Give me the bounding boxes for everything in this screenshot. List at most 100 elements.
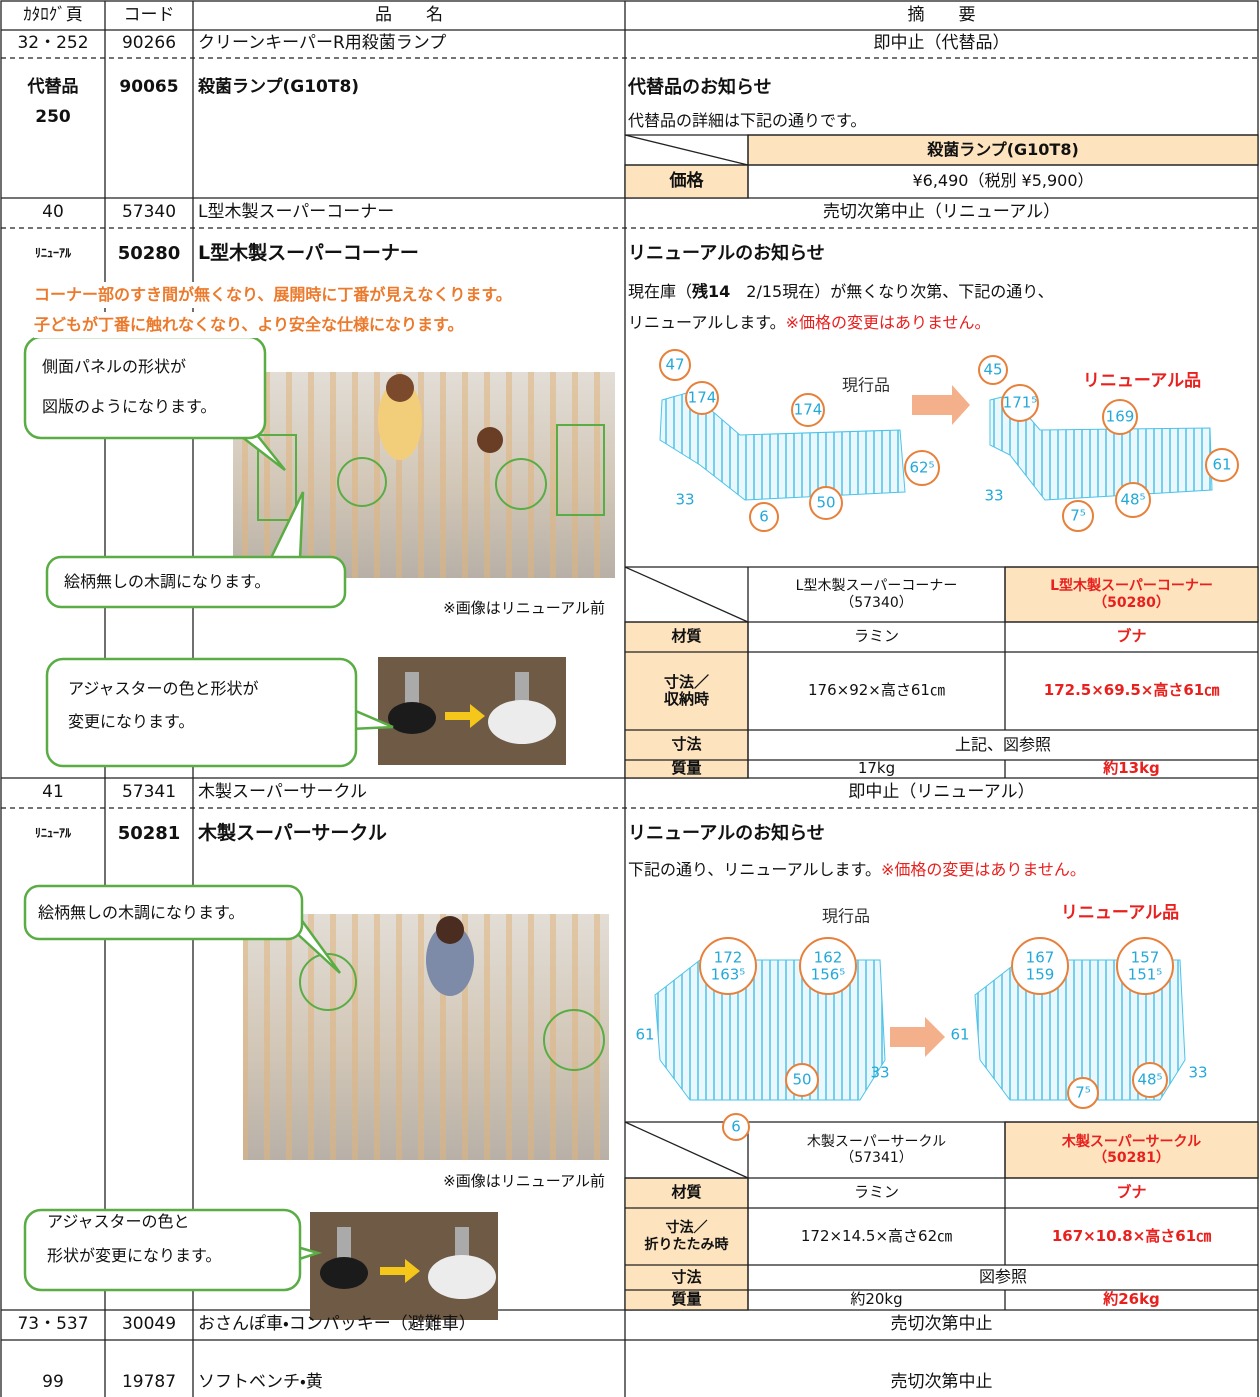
dimension: 33 xyxy=(984,487,1003,505)
name-cell: 木製スーパーサークル xyxy=(198,782,367,803)
page-cell: 40 xyxy=(42,202,64,223)
photo-adjuster-2 xyxy=(310,1212,498,1320)
code-cell: 90266 xyxy=(121,33,177,54)
spec-cell: 172.5×69.5×高さ61㎝ xyxy=(1043,681,1220,700)
callout-text: 絵柄無しの木調になります。 xyxy=(64,571,271,591)
spec-cell: ブナ xyxy=(1116,627,1147,646)
dimension: 174 xyxy=(688,389,717,407)
diagram-label: リニューアル品 xyxy=(1061,903,1179,923)
notice-text: ※価格の変更はありません。 xyxy=(785,312,991,332)
dimension: 47 xyxy=(665,356,684,374)
name-cell: L型木製スーパーコーナー xyxy=(198,242,419,265)
dimension: 174 xyxy=(794,401,823,419)
notice-text: 2/15現在）が無くなり次第、下記の通り、 xyxy=(730,281,1054,301)
dimension: 50 xyxy=(816,494,835,512)
spec-header-text: 木製スーパーサークル xyxy=(1061,1133,1202,1150)
diagram-label: リニューアル品 xyxy=(1083,371,1201,391)
dimension: 151⁵ xyxy=(1128,966,1163,984)
notice-title: リニューアルのお知らせ xyxy=(628,822,825,844)
spec-header-text: L型木製スーパーコーナー xyxy=(1050,578,1213,595)
dimension: 50 xyxy=(792,1071,811,1089)
spec-header: 木製スーパーサークル （50281） xyxy=(1005,1122,1258,1178)
spec-cell: 約26kg xyxy=(1103,1290,1160,1309)
highlight: コーナー部のすき間が無くなり、展開時に丁番が見えなくります。 xyxy=(34,282,512,308)
spec-label-text: 寸法／ xyxy=(663,672,709,691)
diagram-1 xyxy=(659,349,1239,532)
spec-cell: 172×14.5×高さ62㎝ xyxy=(800,1226,953,1245)
summary-cell: 売切次第中止 xyxy=(890,1372,993,1393)
dimension: 48⁵ xyxy=(1137,1071,1162,1089)
notice-title: リニューアルのお知らせ xyxy=(628,242,825,264)
name-cell: ソフトベンチ・黄 xyxy=(198,1372,323,1393)
code-cell: 19787 xyxy=(121,1372,177,1393)
spec-cell: ブナ xyxy=(1116,1183,1147,1202)
spec-label: 質量 xyxy=(671,1290,702,1309)
spec-header: L型木製スーパーコーナー （57340） xyxy=(748,567,1005,622)
summary-cell: 即中止（代替品） xyxy=(873,33,1010,54)
replacement-table xyxy=(624,134,1259,199)
code-cell: 57341 xyxy=(121,782,177,803)
spec-header-text: L型木製スーパーコーナー xyxy=(795,578,958,595)
name-cell: おさんぽ車・コンパッキー（避難車） xyxy=(198,1314,476,1335)
price-label: 価格 xyxy=(669,170,704,191)
spec-cell: ラミン xyxy=(853,1183,899,1202)
page-cell: 73・537 xyxy=(17,1314,89,1335)
page-cell: 41 xyxy=(42,782,64,803)
dimension: 62⁵ xyxy=(909,459,934,477)
name-cell: 殺菌ランプ(G10T8) xyxy=(198,77,360,98)
spec-label-text: 寸法／ xyxy=(665,1220,708,1237)
price-cell: ¥6,490（税別 ¥5,900） xyxy=(912,171,1094,191)
notice-text: 下記の通り、リニューアルします。 xyxy=(628,859,881,879)
notice-title: 代替品のお知らせ xyxy=(628,76,772,98)
spec-header-text: （50280） xyxy=(1093,594,1170,611)
photo-adjuster-1 xyxy=(378,657,566,765)
notice-text: リニューアルします。 xyxy=(628,312,786,332)
product-cell: 殺菌ランプ(G10T8) xyxy=(927,139,1079,159)
spec-label: 寸法／ 収納時 xyxy=(625,652,748,730)
dimension: 33 xyxy=(675,491,694,509)
dimension: 163⁵ xyxy=(711,966,746,984)
notice-text: ※価格の変更はありません。 xyxy=(880,859,1086,879)
spec-label: 材質 xyxy=(671,627,702,646)
summary-cell: 売切次第中止 xyxy=(890,1314,993,1335)
spec-header-text: （57341） xyxy=(840,1150,913,1166)
code-cell: 57340 xyxy=(121,202,177,223)
dimension: 6 xyxy=(759,508,769,526)
diagram-label: 現行品 xyxy=(842,376,890,395)
notice-text: 残14 xyxy=(692,281,731,301)
spec-label-text: 折りたたみ時 xyxy=(644,1236,729,1253)
callout-text: アジャスターの色と形状が xyxy=(68,678,259,698)
dimension: 159 xyxy=(1026,966,1055,984)
notice-line: 下記の通り、リニューアルします。 ※価格の変更はありません。 xyxy=(628,857,1086,883)
spec-cell: ラミン xyxy=(853,627,899,646)
code-cell: 90065 xyxy=(119,77,179,98)
diagram-label: 現行品 xyxy=(822,907,870,926)
dimension: 45 xyxy=(983,361,1002,379)
spec-table-2 xyxy=(624,1121,1259,1311)
spec-header: 木製スーパーサークル （57341） xyxy=(748,1122,1005,1178)
spec-cell: 17kg xyxy=(857,759,896,778)
callout-text: アジャスターの色と xyxy=(47,1211,190,1231)
spec-label: 寸法／ 折りたたみ時 xyxy=(625,1208,748,1265)
replacement-label: 代替品 xyxy=(27,77,79,98)
spec-label: 寸法 xyxy=(671,735,702,754)
spec-cell: 上記、図参照 xyxy=(954,734,1051,754)
summary-cell: 売切次第中止（リニューアル） xyxy=(822,202,1061,223)
callout-text: 絵柄無しの木調になります。 xyxy=(38,902,245,922)
spec-table-1 xyxy=(624,566,1259,779)
photo-note: ※画像はリニューアル前 xyxy=(443,599,605,618)
spec-cell: 176×92×高さ61㎝ xyxy=(808,681,945,700)
spec-label: 質量 xyxy=(671,759,702,778)
dimension: 162 xyxy=(814,949,843,967)
renewal-label: ﾘﾆｭｰｱﾙ xyxy=(34,826,71,841)
code-cell: 50281 xyxy=(117,822,181,844)
notice-line: リニューアルします。 ※価格の変更はありません。 xyxy=(628,310,991,336)
dimension: 7⁵ xyxy=(1070,507,1086,525)
dimension: 61 xyxy=(950,1026,969,1044)
spec-cell: 約20kg xyxy=(850,1290,903,1309)
spec-cell: 図参照 xyxy=(978,1267,1027,1287)
spec-cell: 約13kg xyxy=(1103,759,1160,778)
header-cell: ｶﾀﾛｸﾞ頁 xyxy=(23,4,83,25)
